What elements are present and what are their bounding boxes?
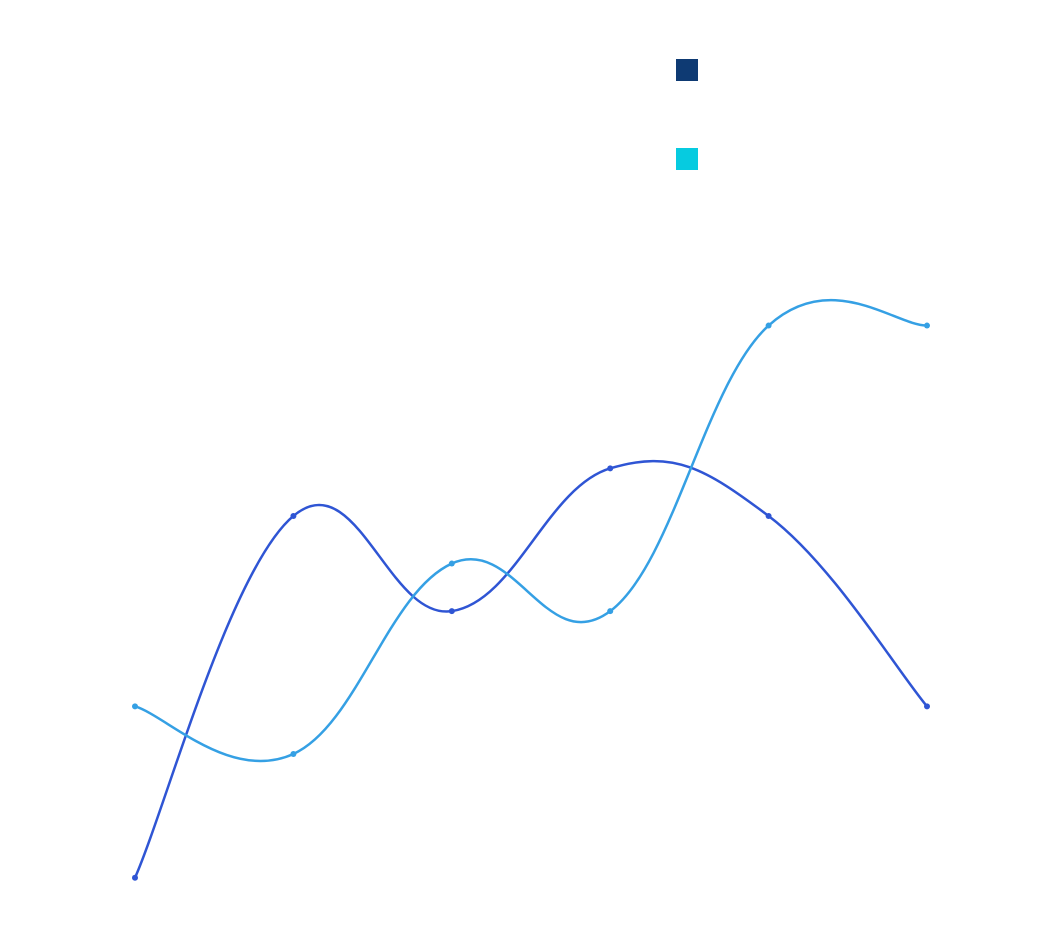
series-1-point-1 [132,874,138,881]
series-2-point-2 [290,750,297,757]
series-2-point-4 [607,608,614,615]
series-2-point-5 [765,322,772,329]
series-1-point-5 [765,512,772,519]
legend-swatch-series-1 [676,59,698,81]
series-2-point-6 [924,322,930,329]
series-1-point-6 [924,703,930,710]
series-2-line [133,298,929,763]
series-2-point-1 [132,703,138,710]
series-1-point-2 [290,512,297,519]
series-points [132,322,930,881]
series-1-line [133,459,929,879]
series-1-point-3 [448,608,455,615]
legend-swatch-series-2 [676,148,698,170]
series-lines [133,298,929,879]
legend [676,59,698,170]
series-1-point-4 [607,465,614,472]
series-2-point-3 [448,560,455,567]
